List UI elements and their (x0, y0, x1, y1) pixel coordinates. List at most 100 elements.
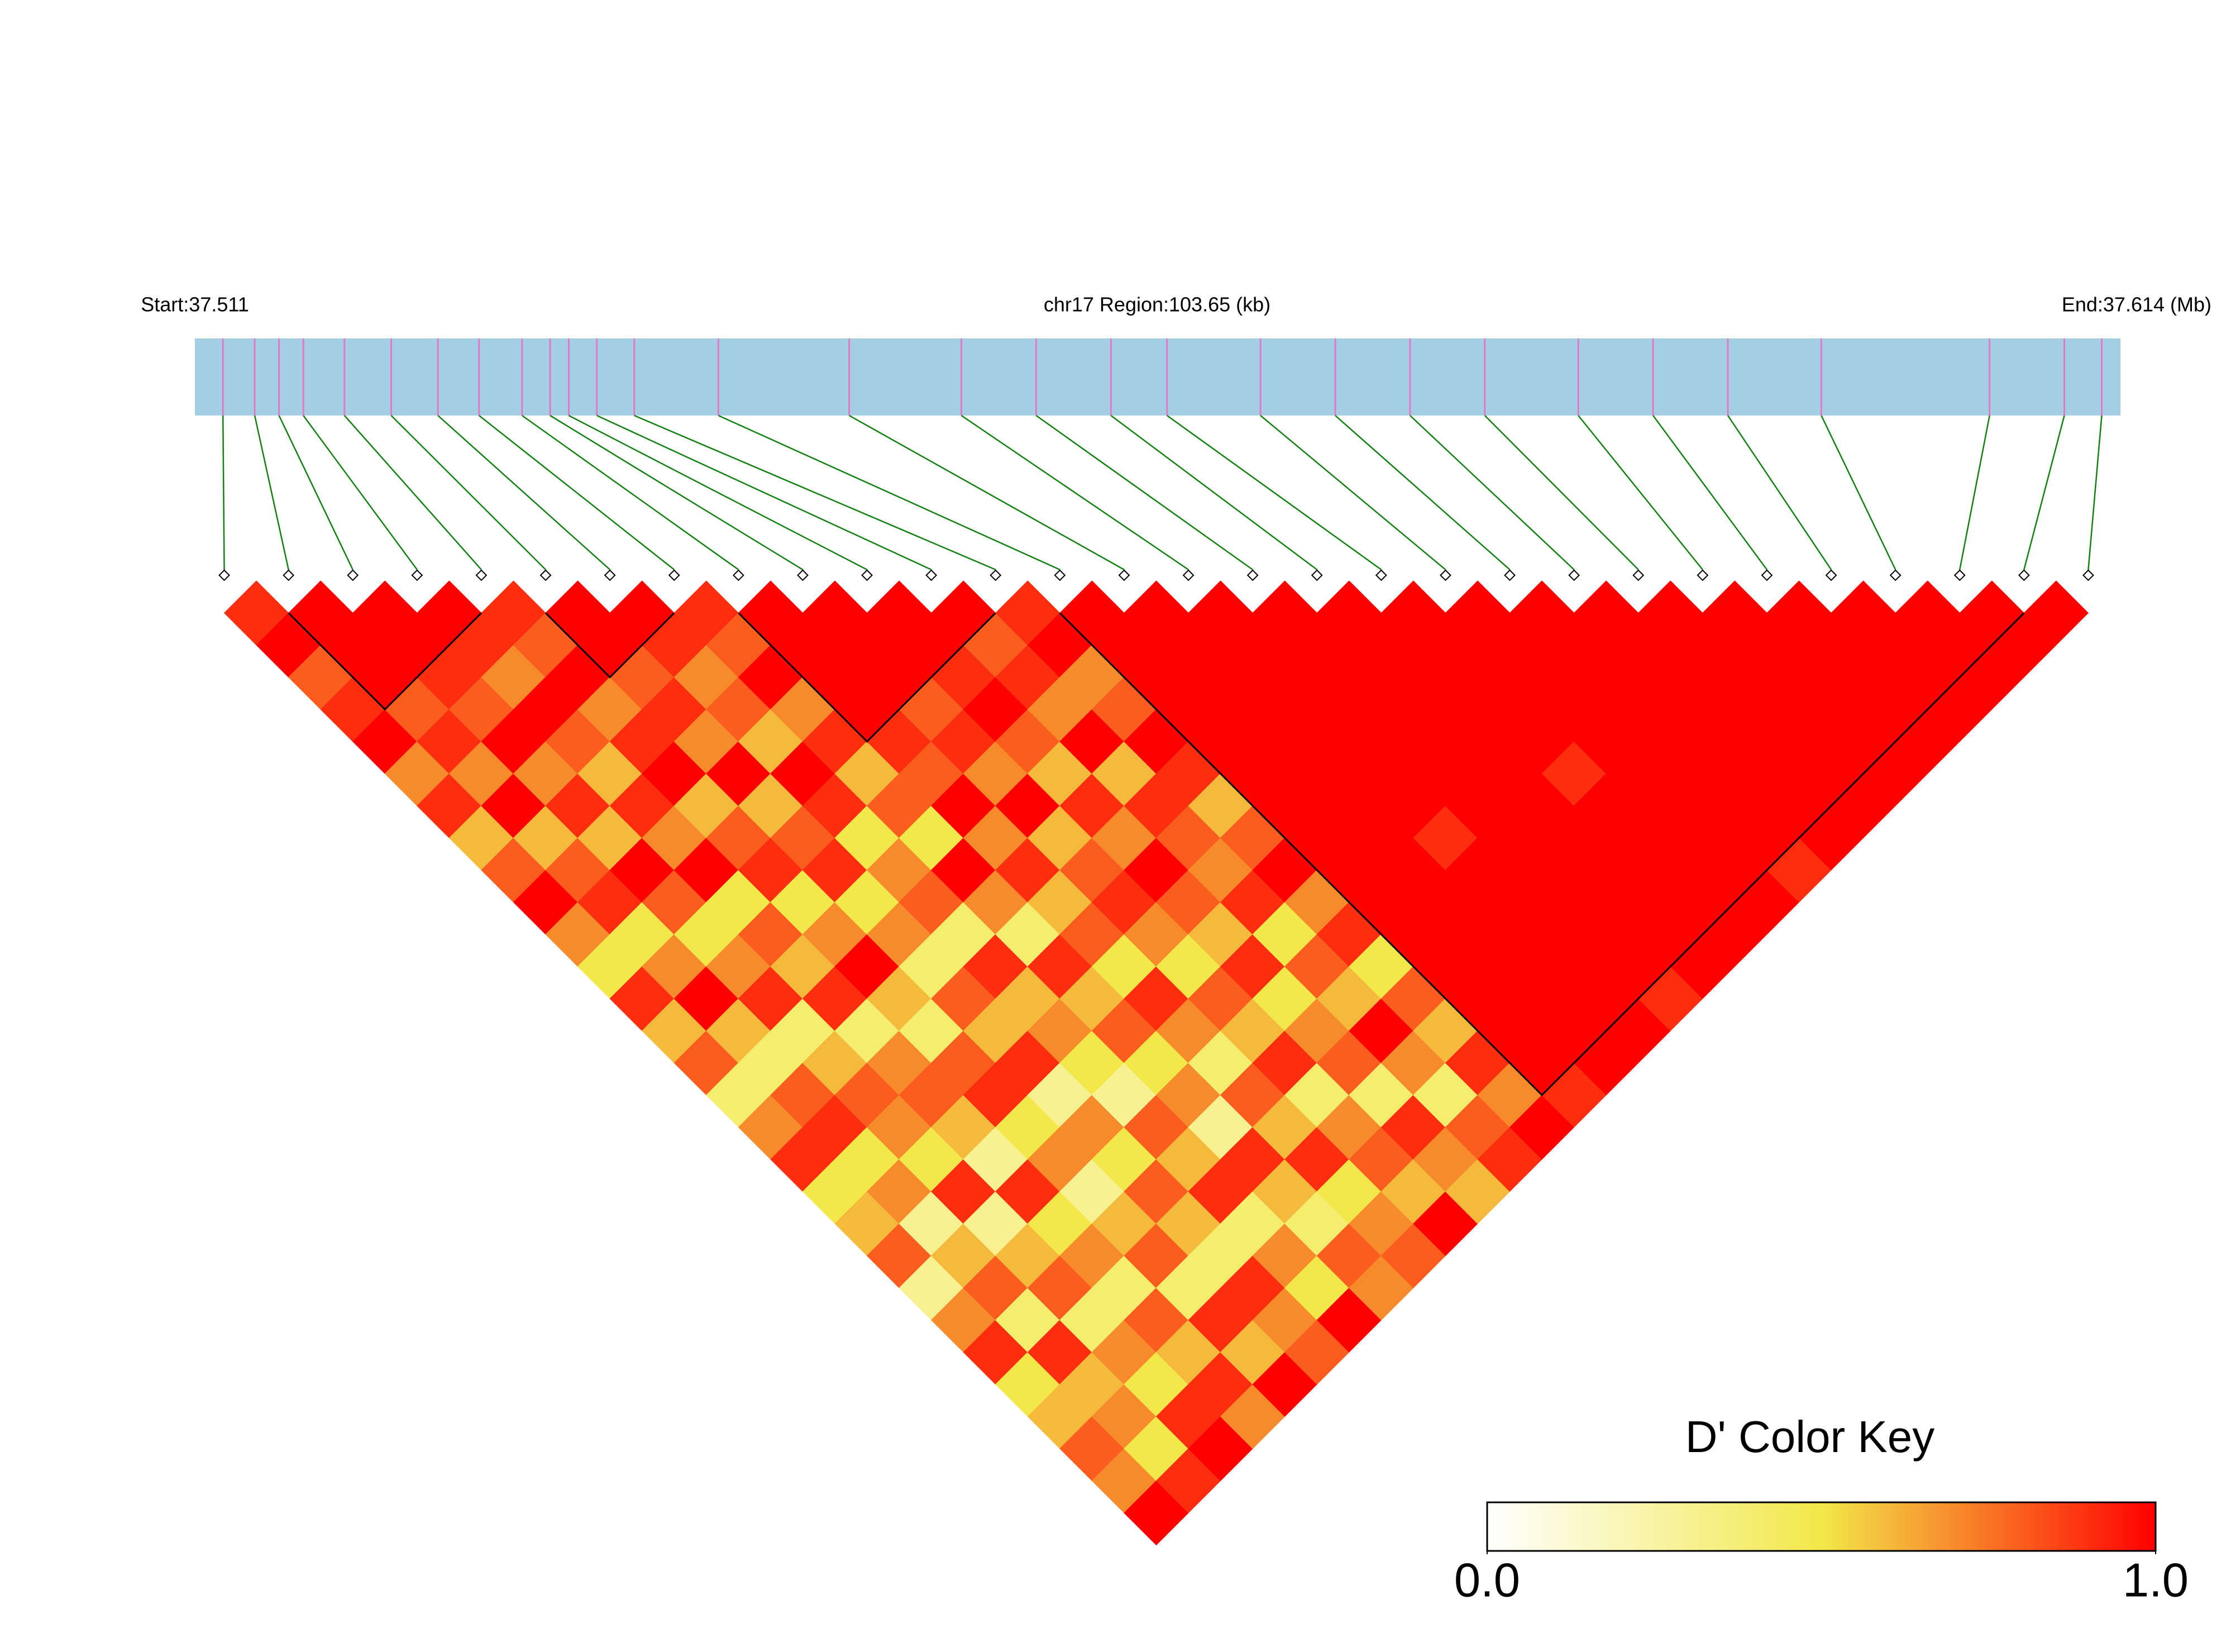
snp-link (479, 415, 675, 570)
ld-cell (1413, 1191, 1478, 1257)
ld-cell (513, 612, 579, 678)
ld-cell (1252, 1287, 1317, 1353)
ld-cell (448, 805, 514, 871)
snp-link (1727, 415, 1832, 570)
snp-marker (1504, 569, 1516, 581)
snp-marker (861, 569, 873, 581)
ld-cell (256, 612, 321, 678)
ld-cell (1027, 1062, 1092, 1128)
ld-cell (1316, 644, 1382, 710)
ld-cell (1574, 709, 1639, 774)
ld-cell (1027, 934, 1092, 999)
ld-cell (899, 934, 964, 999)
ld-cell (1541, 934, 1607, 999)
ld-cell (834, 805, 900, 871)
ld-cell (866, 580, 932, 646)
ld-cell (1091, 1448, 1157, 1513)
ld-cell (1702, 773, 1767, 838)
ld-cell (1220, 677, 1286, 742)
ld-cell (1638, 773, 1703, 838)
ld-cell (1380, 773, 1446, 838)
ld-cell (706, 805, 771, 871)
ld-cell (1252, 1352, 1317, 1417)
ld-cell (1574, 901, 1639, 967)
snp-link (303, 415, 418, 570)
ld-cell (706, 934, 771, 999)
ld-cell (1380, 966, 1446, 1032)
ld-cell (1574, 837, 1639, 903)
ld-cell (899, 741, 964, 806)
snp-link (961, 414, 1189, 571)
ld-cell (1284, 805, 1350, 871)
ld-cell (1380, 580, 1446, 646)
ld-cell (1380, 1030, 1446, 1096)
snp-link (390, 415, 546, 570)
ld-cell (1670, 934, 1735, 999)
ld-cell (1284, 612, 1350, 678)
ld-cell (866, 1223, 932, 1288)
snp-link (568, 414, 868, 571)
ld-cell (609, 837, 675, 903)
ld-cell (384, 612, 450, 678)
ld-cell (1252, 1223, 1317, 1288)
ld-cell (1252, 1159, 1317, 1224)
ld-cell (738, 901, 804, 967)
ld-cell (706, 741, 771, 806)
snp-marker (1825, 569, 1837, 581)
ld-cell (1027, 1384, 1092, 1449)
ld-cell (1380, 709, 1446, 774)
ld-cell (1380, 1159, 1446, 1224)
ld-cell (899, 1062, 964, 1128)
ld-cell (1059, 837, 1125, 903)
ld-cell (1895, 644, 1960, 710)
snp-link (596, 414, 932, 571)
ld-cell (577, 741, 643, 806)
ld-cell (1188, 1416, 1253, 1481)
ld-cell (1927, 612, 1993, 678)
ld-cell (1574, 644, 1639, 710)
ld-cell (1445, 966, 1511, 1032)
ld-cell (899, 677, 964, 742)
ld-cell (1413, 1062, 1478, 1128)
snp-link (1260, 415, 1446, 570)
ld-cell (1316, 773, 1382, 838)
ld-cell (1349, 934, 1414, 999)
snp-link (343, 415, 482, 570)
ld-cell (1252, 1095, 1317, 1160)
ld-cell (1574, 580, 1639, 646)
snp-link (1110, 414, 1317, 571)
ld-cell (931, 1287, 996, 1353)
ld-cell (1220, 1191, 1286, 1257)
ld-cell (1863, 612, 1928, 678)
ld-cell (609, 773, 675, 838)
ld-cell (1991, 612, 2057, 678)
ld-cell (1155, 612, 1221, 678)
colorbar-title: D' Color Key (1685, 1412, 1935, 1462)
ld-cell (1766, 644, 1832, 710)
ld-cell (577, 612, 643, 678)
ld-cell (1509, 1095, 1575, 1160)
snp-marker (1440, 569, 1451, 581)
ld-cell (320, 612, 385, 678)
snp-marker (1889, 569, 1902, 581)
ld-cell (1541, 870, 1607, 935)
snp-link (1335, 415, 1511, 570)
ld-cell (738, 580, 804, 646)
snp-link (2023, 415, 2065, 570)
ld-cell (995, 773, 1060, 838)
ld-cell (481, 644, 546, 710)
ld-cell (834, 612, 900, 678)
snp-marker (1246, 569, 1259, 581)
snp-marker (990, 569, 1002, 581)
ld-cell (770, 612, 835, 678)
ld-cell (1091, 934, 1157, 999)
ld-cell (1124, 966, 1189, 1032)
snp-link (1167, 414, 1382, 571)
ld-cell (1798, 612, 1864, 678)
ld-cell (1606, 934, 1671, 999)
ld-cell (1252, 644, 1317, 710)
ld-cell (931, 901, 996, 967)
ld-cell (770, 677, 835, 742)
ld-cell (1477, 805, 1542, 871)
ld-cell (1702, 709, 1767, 774)
